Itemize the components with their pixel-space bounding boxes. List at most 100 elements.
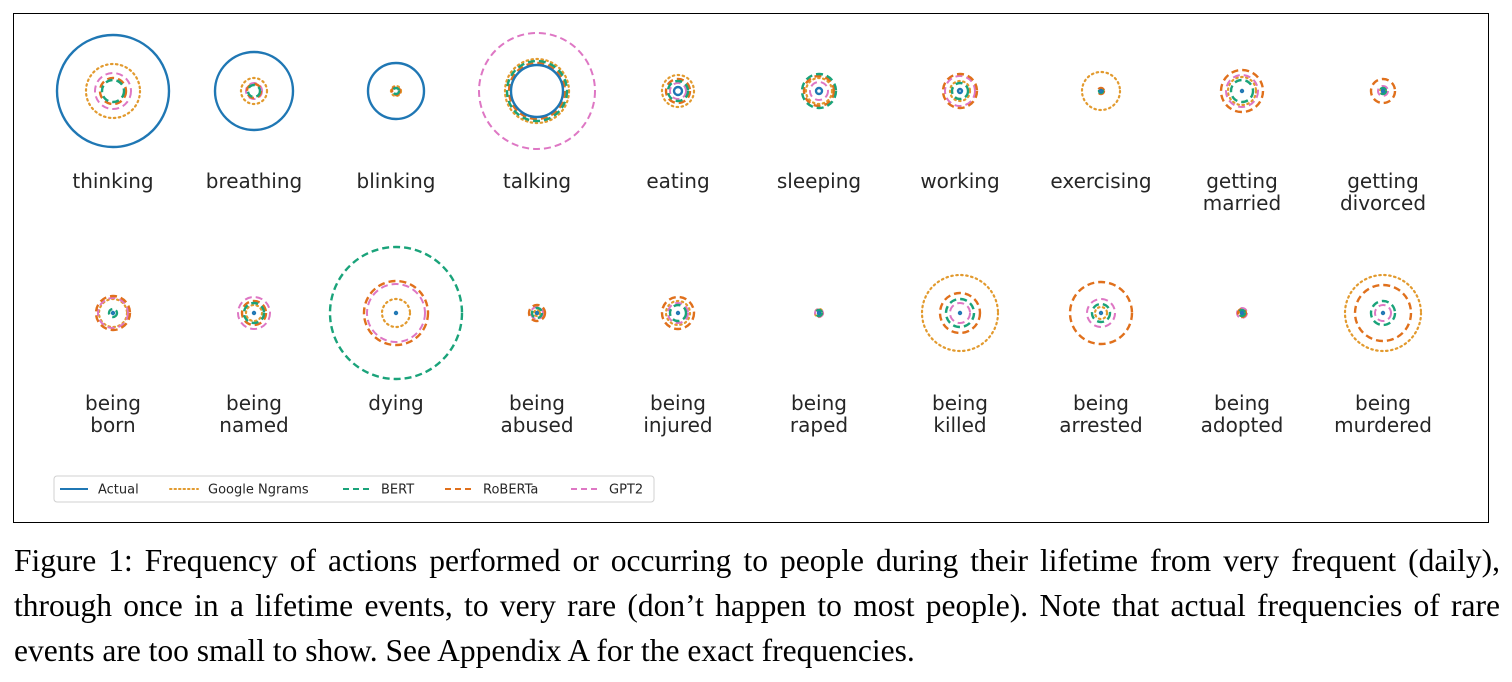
circle-bert [530, 306, 544, 320]
circle-gpt2 [1377, 85, 1389, 97]
action-label: sleeping [777, 169, 861, 193]
action-label: blinking [357, 169, 436, 193]
circle-actual [393, 310, 399, 316]
circle-bert [1237, 308, 1247, 318]
figure-frame [13, 13, 1489, 523]
legend-label: Google Ngrams [208, 483, 309, 498]
circle-roberta [362, 279, 430, 347]
action-bubble-getting-divorced [1369, 77, 1397, 105]
circle-actual [814, 86, 824, 96]
circle-gpt2 [94, 72, 132, 110]
circle-bert [668, 303, 688, 323]
action-bubble-working [941, 72, 979, 110]
action-label: born [90, 413, 135, 437]
circle-roberta [1353, 283, 1413, 343]
action-bubble-breathing [213, 50, 295, 132]
circle-google-ngrams [804, 76, 834, 106]
circle-bert [1090, 302, 1112, 324]
circle-google-ngrams [380, 297, 412, 329]
circle-actual [675, 310, 681, 316]
circle-actual [213, 50, 295, 132]
action-label: injured [643, 413, 712, 437]
circle-gpt2 [1225, 74, 1259, 108]
circle-roberta [1068, 280, 1134, 346]
action-label: killed [933, 413, 986, 437]
circle-roberta [802, 74, 836, 108]
action-label: being [650, 391, 706, 415]
action-label: eating [646, 169, 709, 193]
legend: Actual Google Ngrams BERT RoBERTa GPT2 [53, 475, 655, 503]
action-bubble-getting-married [1219, 68, 1265, 114]
circle-google-ngrams [1343, 273, 1423, 353]
circle-bert [328, 245, 464, 381]
circle-actual [55, 33, 171, 149]
circle-actual [816, 310, 822, 316]
circle-gpt2 [1086, 298, 1116, 328]
circle-google-ngrams [948, 79, 972, 103]
circle-bert [242, 301, 266, 325]
action-label: being [791, 391, 847, 415]
circle-bert [505, 59, 569, 123]
action-label: arrested [1059, 413, 1142, 437]
circle-roberta [507, 61, 567, 121]
circle-actual [957, 310, 963, 316]
action-label: adopted [1201, 413, 1284, 437]
action-label: getting [1347, 169, 1419, 193]
legend-label: BERT [381, 483, 414, 498]
action-label: being [932, 391, 988, 415]
circle-bert [1229, 78, 1255, 104]
circle-bert [814, 308, 824, 318]
circle-bert [1378, 86, 1388, 96]
circle-actual [366, 61, 426, 121]
circle-actual [1098, 310, 1104, 316]
action-label: murdered [1334, 413, 1432, 437]
circle-gpt2 [237, 296, 271, 330]
action-bubble-dying [328, 245, 464, 381]
circle-bert [107, 307, 119, 319]
circle-actual [1098, 88, 1104, 94]
circle-gpt2 [667, 302, 689, 324]
action-bubble-being-killed [920, 273, 1000, 353]
circle-google-ngrams [920, 273, 1000, 353]
action-bubble-being-born [94, 294, 132, 332]
circle-bert [391, 86, 401, 96]
action-label: being [1214, 391, 1270, 415]
action-label: exercising [1050, 169, 1151, 193]
circle-bert [100, 78, 126, 104]
action-label: being [1073, 391, 1129, 415]
action-bubble-being-abused [527, 303, 547, 323]
circle-google-ngrams [1226, 75, 1258, 107]
action-label: divorced [1340, 191, 1426, 215]
action-label: being [85, 391, 141, 415]
circle-actual [956, 87, 964, 95]
circle-actual [509, 63, 565, 119]
circle-roberta [941, 72, 979, 110]
circle-gpt2 [669, 82, 687, 100]
circle-gpt2 [1374, 304, 1392, 322]
action-bubble-thinking [55, 33, 171, 149]
circle-actual [1380, 310, 1386, 316]
action-label: being [509, 391, 565, 415]
circle-roberta [527, 303, 547, 323]
circle-gpt2 [809, 81, 829, 101]
circle-roberta [94, 294, 132, 332]
action-bubble-being-murdered [1343, 273, 1423, 353]
legend-label: Actual [98, 483, 139, 498]
action-label: breathing [206, 169, 302, 193]
circle-bert [246, 83, 262, 99]
circle-bert [944, 297, 976, 329]
action-bubble-sleeping [800, 72, 838, 110]
action-bubble-blinking [366, 61, 426, 121]
circle-actual [1239, 310, 1245, 316]
circle-actual [110, 310, 116, 316]
action-label: married [1203, 191, 1281, 215]
circle-roberta [98, 76, 128, 106]
action-label: raped [790, 413, 848, 437]
circle-roberta [664, 77, 692, 105]
circle-google-ngrams [532, 308, 542, 318]
figure-caption: Figure 1: Frequency of actions performed… [14, 543, 1500, 668]
circle-gpt2 [97, 297, 129, 329]
action-label: thinking [72, 169, 153, 193]
circle-bert [1369, 299, 1397, 327]
circle-google-ngrams [503, 57, 571, 125]
